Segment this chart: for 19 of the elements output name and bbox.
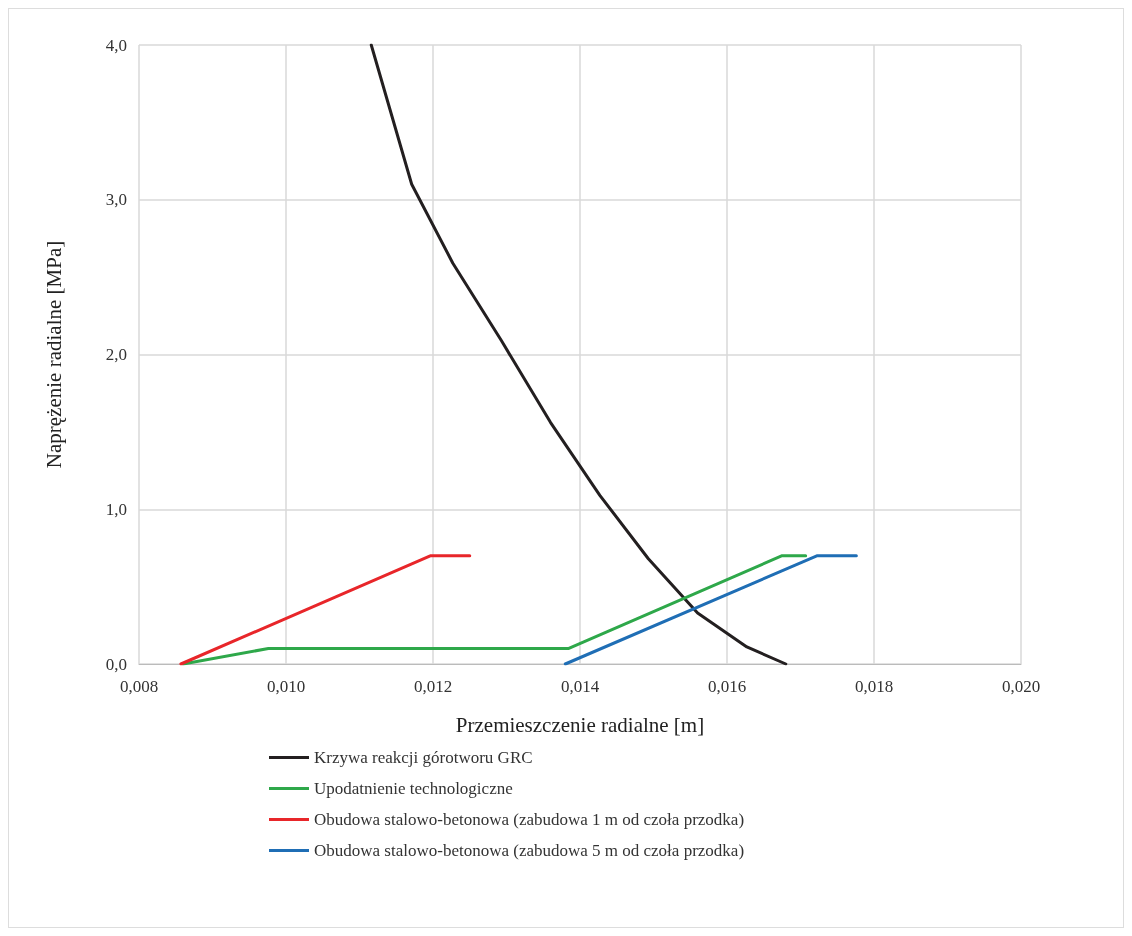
y-tick-label: 2,0	[105, 345, 127, 364]
legend-label: Upodatnienie technologiczne	[314, 779, 513, 798]
y-tick-label: 0,0	[105, 654, 127, 674]
x-tick-label: 0,018	[854, 677, 894, 696]
x-tick-label: 0,016	[707, 677, 747, 696]
y-tick-label: 4,0	[105, 35, 127, 55]
line-series	[369, 43, 788, 666]
x-tick-label: 0,020	[1001, 677, 1041, 696]
y-axis-title: Naprężenie radialne [MPa]	[41, 240, 66, 469]
x-tick-label: 0,012	[413, 677, 453, 696]
y-tick-label: 1,0	[105, 499, 127, 519]
y-tick-label: 3,0	[105, 190, 127, 210]
legend-label: Krzywa reakcji górotworu GRC	[314, 748, 533, 767]
x-axis-title: Przemieszczenie radialne [m]	[455, 712, 705, 737]
legend-label: Obudowa stalowo-betonowa (zabudowa 5 m od czoła przodka)	[314, 841, 745, 860]
x-tick-label: 0,014	[560, 677, 600, 696]
x-tick-label: 0,008	[119, 677, 159, 696]
x-tick-label: 0,010	[266, 677, 306, 696]
legend-label: Obudowa stalowo-betonowa (zabudowa 1 m od czoła przodka)	[314, 810, 745, 829]
